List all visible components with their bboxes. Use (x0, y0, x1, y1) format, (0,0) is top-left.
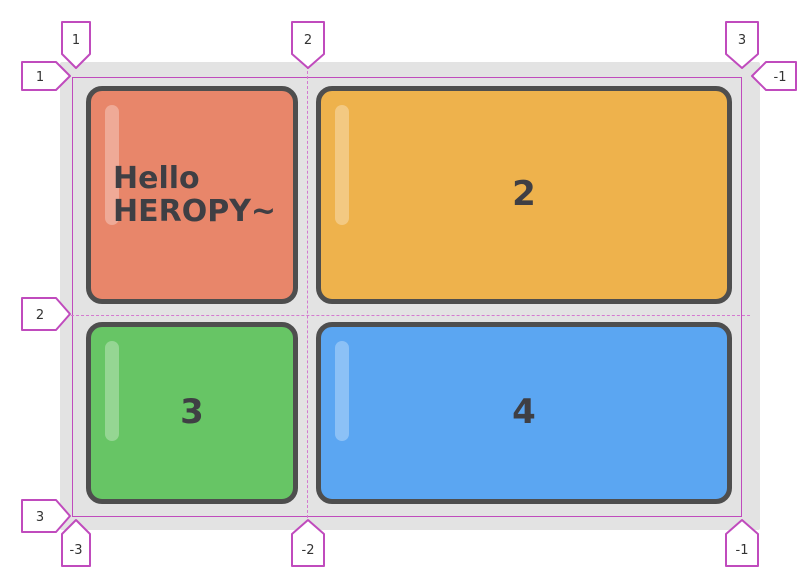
grid-item-label: Hello HEROPY~ (113, 161, 277, 229)
marker-top-2 (291, 21, 325, 69)
shine-highlight (335, 341, 349, 441)
marker-bottom-neg2 (291, 519, 325, 567)
marker-right-neg1 (751, 61, 797, 91)
marker-bottom-neg1 (725, 519, 759, 567)
marker-label: -1 (774, 70, 787, 85)
marker-left-3 (21, 499, 71, 533)
marker-label: 1 (36, 70, 44, 85)
marker-bottom-neg3 (61, 519, 91, 567)
grid-item-label: 2 (512, 174, 536, 215)
row-line-2 (66, 315, 750, 316)
marker-label: -1 (736, 543, 749, 558)
grid-item-label: 4 (512, 392, 536, 433)
marker-left-1 (21, 61, 71, 91)
column-line-2 (307, 66, 308, 528)
marker-top-1 (61, 21, 91, 69)
grid-outline (72, 77, 742, 517)
marker-label: 1 (72, 33, 80, 48)
marker-label: 2 (304, 33, 312, 48)
shine-highlight (105, 105, 119, 225)
marker-left-2 (21, 297, 71, 331)
grid-item-label: 3 (180, 392, 204, 433)
marker-label: -2 (302, 543, 315, 558)
marker-label: 3 (36, 510, 44, 525)
marker-label: 2 (36, 308, 44, 323)
grid-item-4: 4 (316, 322, 732, 504)
marker-label: -3 (70, 543, 83, 558)
shine-highlight (335, 105, 349, 225)
shine-highlight (105, 341, 119, 441)
grid-item-1: Hello HEROPY~ (86, 86, 298, 304)
grid-item-2: 2 (316, 86, 732, 304)
marker-label: 3 (738, 33, 746, 48)
marker-top-3 (725, 21, 759, 69)
grid-item-3: 3 (86, 322, 298, 504)
